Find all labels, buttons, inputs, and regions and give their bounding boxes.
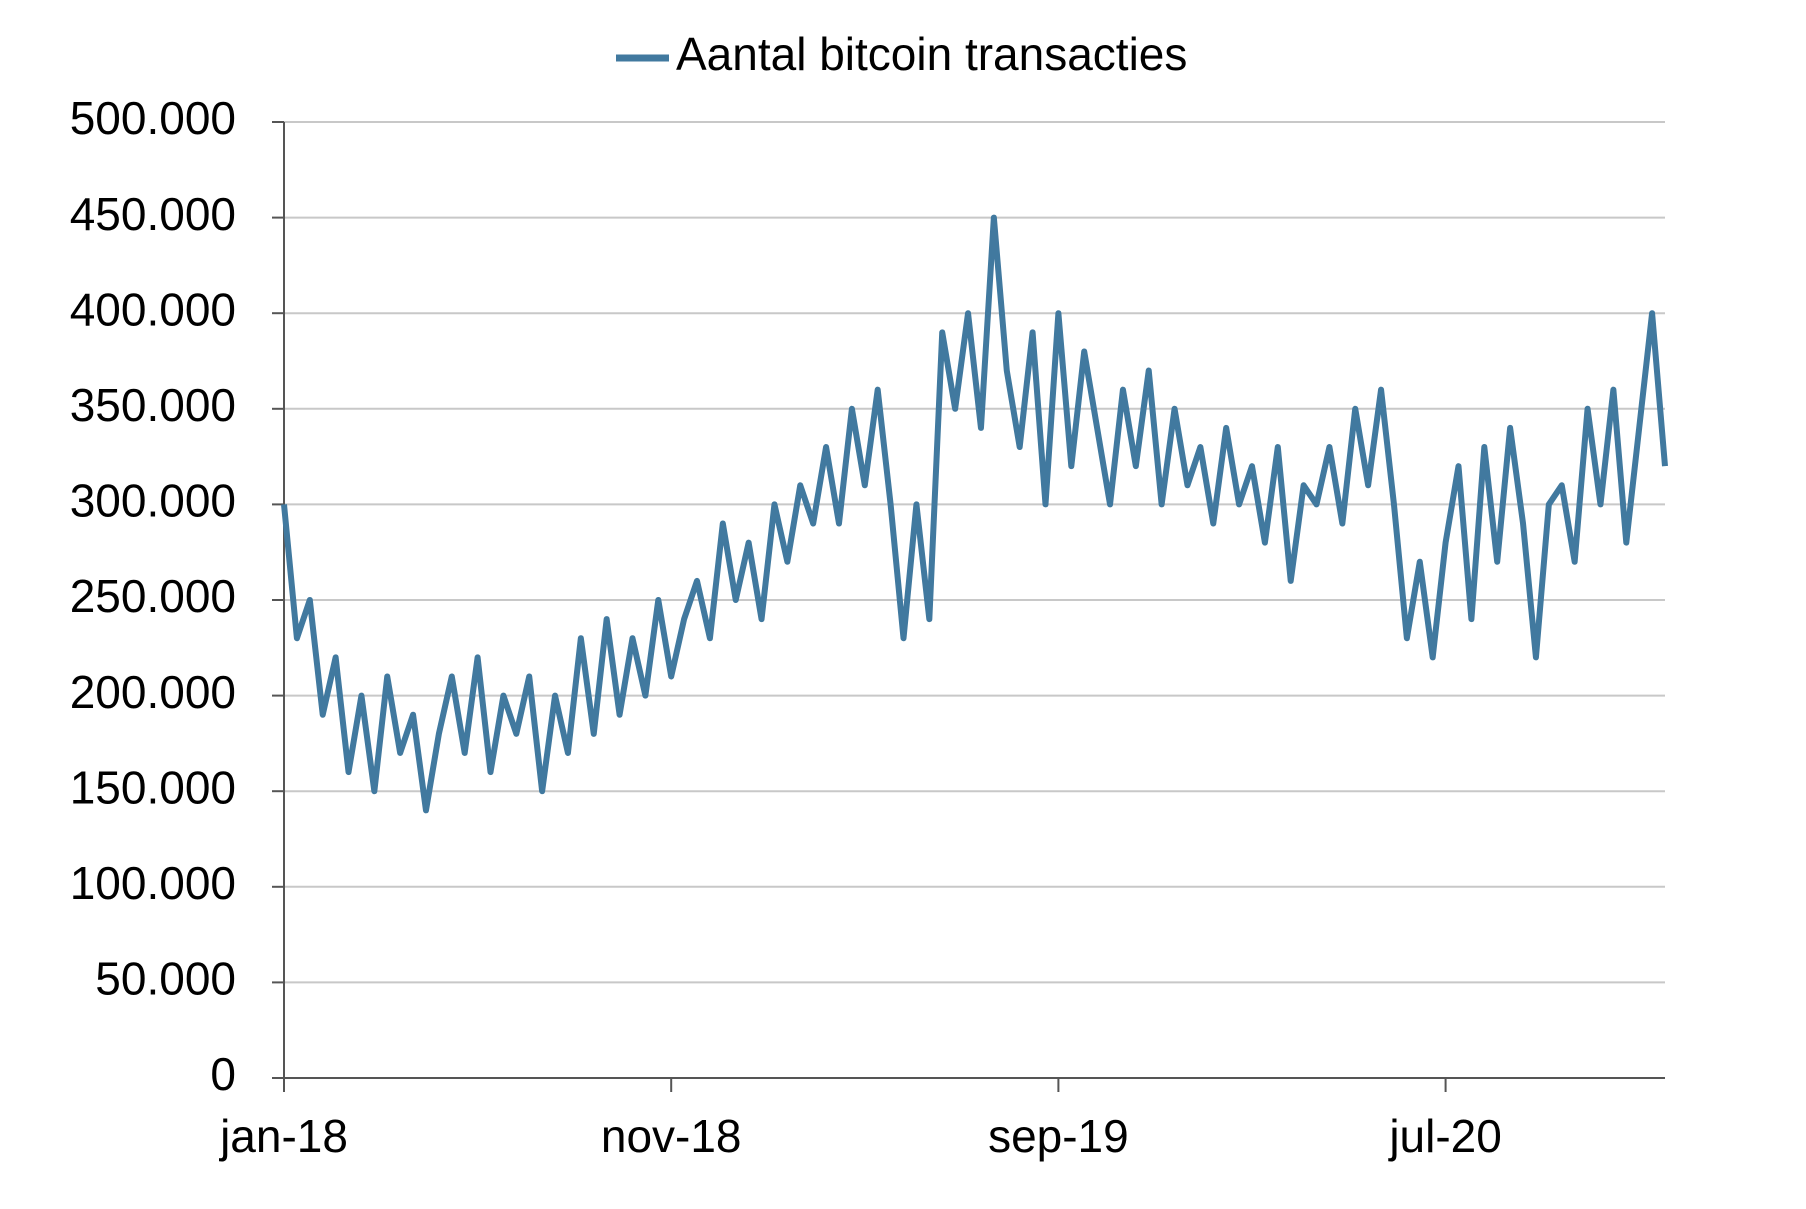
data-line: [281, 214, 1668, 814]
legend-label: Aantal bitcoin transacties: [676, 28, 1187, 80]
y-tick-label: 0: [210, 1048, 236, 1100]
y-tick-label: 300.000: [70, 475, 236, 527]
y-tick-label: 500.000: [70, 92, 236, 144]
x-tick-label: nov-18: [601, 1110, 742, 1162]
y-tick-label: 100.000: [70, 857, 236, 909]
y-tick-label: 50.000: [95, 953, 236, 1005]
y-tick-label: 400.000: [70, 283, 236, 335]
y-tick-label: 150.000: [70, 761, 236, 813]
y-tick-label: 450.000: [70, 188, 236, 240]
x-tick-label: jul-20: [1387, 1110, 1502, 1162]
x-tick-label: jan-18: [218, 1110, 348, 1162]
x-tick-label: sep-19: [988, 1110, 1129, 1162]
y-tick-label: 350.000: [70, 379, 236, 431]
y-tick-label: 250.000: [70, 570, 236, 622]
y-tick-label: 200.000: [70, 666, 236, 718]
